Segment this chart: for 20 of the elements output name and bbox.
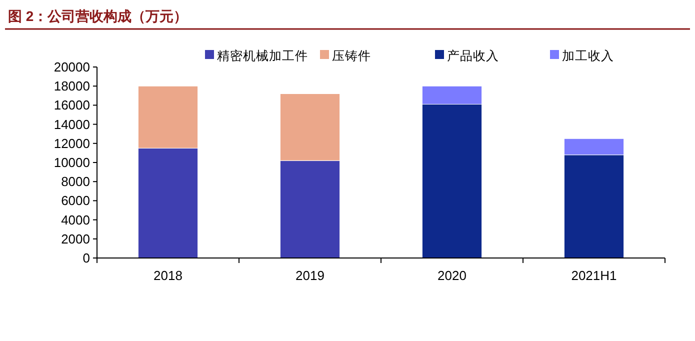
- legend-label: 产品收入: [447, 49, 499, 63]
- y-tick-label: 4000: [61, 212, 90, 228]
- y-tick-label: 10000: [54, 155, 90, 170]
- y-tick-label: 14000: [54, 116, 90, 132]
- x-tick-label: 2019: [296, 268, 324, 283]
- legend-label: 压铸件: [332, 49, 371, 63]
- y-tick-label: 16000: [54, 98, 90, 113]
- x-tick-label: 2020: [438, 268, 466, 283]
- y-tick-label: 0: [82, 250, 90, 266]
- y-tick-label: 6000: [61, 193, 90, 208]
- legend-label: 加工收入: [562, 49, 614, 63]
- y-tick-label: 12000: [54, 136, 90, 151]
- y-tick-label: 20000: [54, 60, 90, 74]
- x-tick-label: 2018: [154, 268, 182, 283]
- legend-label: 精密机械加工件: [217, 49, 308, 63]
- y-tick-label: 8000: [61, 174, 90, 190]
- y-tick-label: 2000: [61, 231, 90, 246]
- y-tick-label: 18000: [54, 78, 90, 94]
- chart-title: 图 2：公司营收构成（万元）: [8, 8, 188, 24]
- x-tick-label: 2021H1: [571, 268, 617, 283]
